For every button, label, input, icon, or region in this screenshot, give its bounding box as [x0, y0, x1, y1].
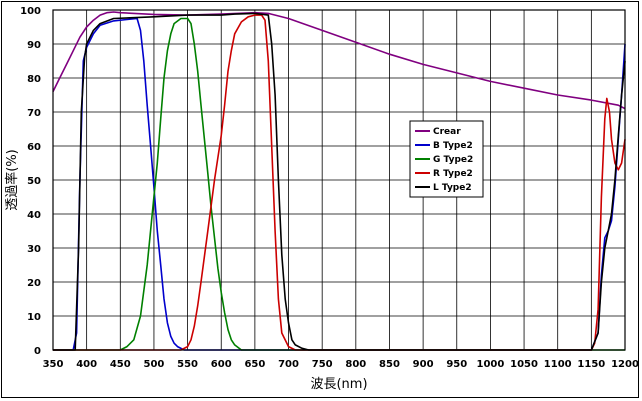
y-tick-label: 20	[27, 278, 41, 289]
x-tick-label: 400	[76, 359, 97, 370]
x-tick-label: 450	[110, 359, 131, 370]
x-tick-label: 1000	[476, 359, 504, 370]
series-line	[53, 12, 626, 351]
x-tick-label: 1100	[544, 359, 572, 370]
x-tick-label: 750	[312, 359, 333, 370]
y-tick-label: 90	[27, 40, 41, 51]
x-tick-label: 700	[278, 359, 299, 370]
x-tick-label: 600	[211, 359, 232, 370]
y-tick-label: 10	[27, 312, 41, 323]
y-tick-label: 40	[27, 210, 41, 221]
x-tick-label: 1050	[510, 359, 538, 370]
x-tick-label: 1200	[611, 359, 639, 370]
x-tick-labels: 350 400 450 500 550 600 650 700 750 800 850 900 950 1…	[43, 359, 639, 370]
y-tick-label: 70	[27, 108, 41, 119]
x-tick-label: 550	[177, 359, 198, 370]
y-tick-label: 0	[34, 346, 41, 357]
plot-border	[52, 9, 626, 351]
x-tick-label: 900	[413, 359, 434, 370]
x-axis-title: 波長(nm)	[310, 377, 367, 392]
legend-label: G Type2	[433, 155, 473, 165]
y-tick-labels: 0 10 20 30 40 50 60 70 80 90 100	[20, 6, 41, 357]
x-tick-label: 800	[345, 359, 366, 370]
y-tick-label: 60	[27, 142, 41, 153]
y-tick-label: 100	[20, 6, 41, 17]
series-layer	[52, 11, 626, 351]
y-tick-label: 80	[27, 74, 41, 85]
x-tick-label: 1150	[577, 359, 605, 370]
legend-label: Crear	[433, 127, 461, 137]
legend-label: B Type2	[433, 141, 473, 151]
x-tick-label: 950	[446, 359, 467, 370]
legend: Crear B Type2 G Type2 R Type2 L Type2	[409, 120, 484, 198]
legend-label: L Type2	[433, 183, 472, 193]
series-line	[53, 14, 626, 351]
series-line	[53, 17, 626, 351]
y-tick-label: 50	[27, 176, 41, 187]
x-tick-label: 500	[144, 359, 165, 370]
y-tick-label: 30	[27, 244, 41, 255]
y-axis-title: 透過率(%)	[4, 149, 20, 211]
x-tick-label: 650	[244, 359, 265, 370]
x-tick-label: 850	[379, 359, 400, 370]
x-tick-label: 350	[43, 359, 64, 370]
legend-label: R Type2	[433, 169, 473, 179]
series-line	[53, 17, 625, 351]
grid	[52, 9, 626, 351]
